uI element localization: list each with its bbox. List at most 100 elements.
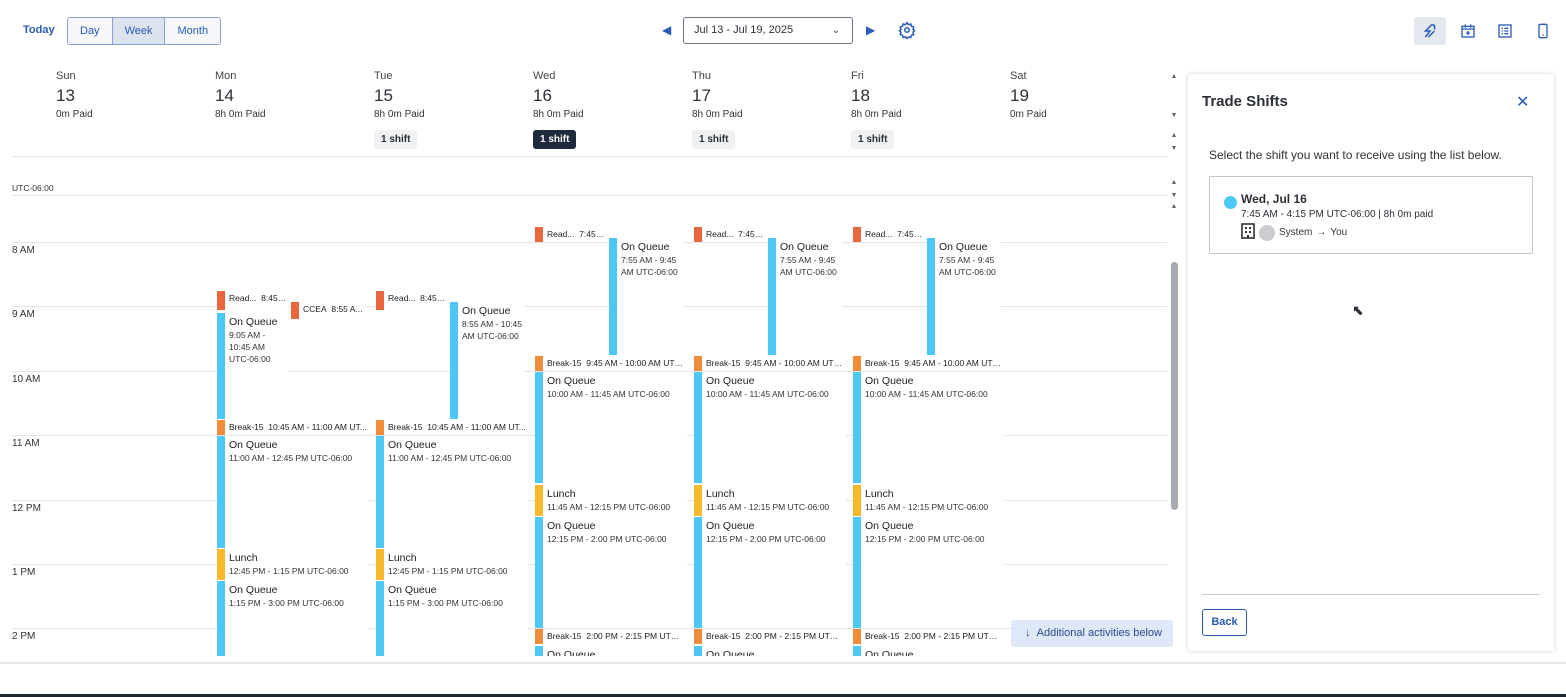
activity-ccea[interactable]: CCEA 8:55 A... bbox=[291, 302, 365, 320]
activity-queue[interactable]: On Queue 8:55 AM - 10:45 AM UTC-06:00 bbox=[450, 302, 524, 420]
hour-label: 2 PM bbox=[12, 631, 36, 643]
activity-color-bar bbox=[376, 581, 384, 656]
activity-queue[interactable]: On Queue 12:15 PM - 2:00 PM UTC-06:00 bbox=[535, 516, 687, 629]
day-header-fri: Fri 18 8h 0m Paid 1 shift bbox=[851, 70, 1001, 149]
activity-queue[interactable]: On Queue 1:15 PM - 3:00 PM UTC-06:00 bbox=[376, 581, 528, 656]
activity-break[interactable]: Break-15 2:00 PM - 2:15 PM UTC-... bbox=[694, 629, 846, 645]
activity-lunch[interactable]: Lunch 12:45 PM - 1:15 PM UTC-06:00 bbox=[217, 548, 369, 581]
scroll-up-arrow[interactable]: ▲ bbox=[1170, 132, 1178, 139]
activity-name: On Queue bbox=[865, 374, 914, 387]
activity-read[interactable]: Read... 7:45 A... bbox=[694, 226, 766, 242]
day-header-sat: Sat 19 0m Paid bbox=[1010, 70, 1160, 120]
activity-break[interactable]: Break-15 9:45 AM - 10:00 AM UTC... bbox=[853, 355, 1005, 371]
activity-lunch[interactable]: Lunch 11:45 AM - 12:15 PM UTC-06:00 bbox=[853, 484, 1005, 516]
activity-label: On Queue 7:55 AM - 9:45 AM UTC-06:00 bbox=[939, 241, 999, 355]
activity-label: Lunch 11:45 AM - 12:15 PM UTC-06:00 bbox=[865, 488, 1003, 516]
trade-to: You bbox=[1330, 227, 1348, 238]
activity-lunch[interactable]: Lunch 12:45 PM - 1:15 PM UTC-06:00 bbox=[376, 548, 528, 581]
calendar-add-icon[interactable] bbox=[1452, 17, 1484, 45]
scrollbar-thumb[interactable] bbox=[1171, 262, 1178, 510]
activity-queue[interactable]: On Queue 7:55 AM - 9:45 AM UTC-06:00 bbox=[609, 237, 683, 355]
schedule-grid: 8 AM 9 AM 10 AM 11 AM 12 PM 1 PM 2 PM Read... 8… bbox=[12, 196, 1167, 656]
day-date: 13 bbox=[56, 86, 75, 105]
activity-time: 11:45 AM - 12:15 PM UTC-06:00 bbox=[865, 501, 989, 512]
activity-break[interactable]: Break-15 9:45 AM - 10:00 AM UTC... bbox=[694, 355, 846, 371]
hour-label: 12 PM bbox=[12, 502, 41, 514]
scroll-down-arrow[interactable]: ▼ bbox=[1170, 145, 1178, 152]
scroll-up-arrow[interactable]: ▲ bbox=[1170, 179, 1178, 186]
activity-queue[interactable]: On Queue 1:15 PM - 3:00 PM UTC-06:00 bbox=[217, 581, 369, 656]
divider bbox=[1202, 594, 1540, 595]
scroll-down-arrow[interactable]: ▼ bbox=[1170, 112, 1178, 119]
activity-break[interactable]: Break-15 9:45 AM - 10:00 AM UTC... bbox=[535, 355, 687, 371]
activity-break[interactable]: Break-15 2:00 PM - 2:15 PM UTC-... bbox=[535, 629, 687, 645]
activity-queue[interactable]: On Queue 9:05 AM - 10:45 AM UTC-06:00 bbox=[217, 312, 289, 420]
additional-activities-button[interactable]: ↓ Additional activities below bbox=[1011, 620, 1173, 647]
mobile-icon[interactable] bbox=[1527, 17, 1559, 45]
activity-name: Lunch bbox=[388, 551, 417, 564]
day-header-wed: Wed 16 8h 0m Paid 1 shift bbox=[533, 70, 683, 149]
activity-lunch[interactable]: Lunch 11:45 AM - 12:15 PM UTC-06:00 bbox=[535, 484, 687, 516]
activity-queue[interactable]: On Queue 11:00 AM - 12:45 PM UTC-06:00 bbox=[376, 436, 528, 548]
activity-label: On Queue 7:55 AM - 9:45 AM UTC-06:00 bbox=[621, 241, 681, 355]
back-button[interactable]: Back bbox=[1202, 609, 1247, 636]
date-range-select[interactable]: Jul 13 - Jul 19, 2025 ⌄ bbox=[683, 17, 853, 44]
activity-queue[interactable]: On Queue 10:00 AM - 11:45 AM UTC-06:00 bbox=[694, 371, 846, 484]
activity-read[interactable]: Read... 7:45 A... bbox=[535, 226, 607, 242]
hour-line bbox=[12, 306, 1167, 308]
today-button[interactable]: Today bbox=[23, 24, 55, 36]
activity-break[interactable]: Break-15 10:45 AM - 11:00 AM UT... bbox=[217, 420, 369, 436]
activity-queue[interactable]: On Queue 12:15 PM - 2:00 PM UTC-06:00 bbox=[853, 516, 1005, 629]
scroll-up-arrow[interactable]: ▲ bbox=[1170, 73, 1178, 80]
day-date: 19 bbox=[1010, 86, 1029, 105]
activity-color-bar bbox=[217, 291, 225, 310]
activity-label: Lunch 11:45 AM - 12:15 PM UTC-06:00 bbox=[706, 488, 844, 516]
day-header-tue: Tue 15 8h 0m Paid 1 shift bbox=[374, 70, 524, 149]
activity-queue[interactable]: On Queue 7:55 AM - 9:45 AM UTC-06:00 bbox=[768, 237, 842, 355]
mouse-cursor: ⬉ bbox=[1352, 302, 1364, 318]
shift-badge[interactable]: 1 shift bbox=[533, 130, 577, 149]
view-month-button[interactable]: Month bbox=[165, 18, 221, 44]
activity-read[interactable]: Read... 7:45 A... bbox=[853, 226, 925, 242]
activity-name: On Queue bbox=[939, 240, 988, 253]
activity-name: On Queue bbox=[547, 374, 596, 387]
caret-right-icon[interactable]: ▶ bbox=[866, 23, 876, 37]
activity-color-bar bbox=[376, 291, 384, 310]
scroll-down-arrow[interactable]: ▼ bbox=[1170, 192, 1178, 199]
activity-label: Break-15 10:45 AM - 11:00 AM UT... bbox=[388, 422, 526, 433]
avatar bbox=[1259, 224, 1275, 241]
shift-badge[interactable]: 1 shift bbox=[851, 130, 895, 149]
shift-badge[interactable]: 1 shift bbox=[692, 130, 736, 149]
day-paid: 8h 0m Paid bbox=[215, 109, 266, 120]
shift-card[interactable]: Wed, Jul 16 7:45 AM - 4:15 PM UTC-06:00 … bbox=[1209, 176, 1533, 254]
activity-queue[interactable]: On Queue 12:15 PM - 2:00 PM UTC-06:00 bbox=[694, 516, 846, 629]
activity-queue[interactable]: On Queue 7:55 AM - 9:45 AM UTC-06:00 bbox=[927, 237, 1001, 355]
activity-color-bar bbox=[376, 436, 384, 548]
activity-queue[interactable]: On Queue bbox=[853, 645, 1005, 656]
activity-queue[interactable]: On Queue 10:00 AM - 11:45 AM UTC-06:00 bbox=[535, 371, 687, 484]
list-view-icon[interactable] bbox=[1489, 17, 1521, 45]
shift-badge[interactable]: 1 shift bbox=[374, 130, 418, 149]
close-icon[interactable]: ✕ bbox=[1516, 94, 1530, 111]
view-week-button[interactable]: Week bbox=[112, 18, 166, 44]
activity-read[interactable]: Read... 8:45 A... bbox=[376, 291, 448, 310]
activity-color-bar bbox=[376, 420, 384, 436]
activity-queue[interactable]: On Queue bbox=[535, 645, 687, 657]
activity-read[interactable]: Read... 8:45 A... bbox=[217, 291, 289, 310]
activity-name: On Queue bbox=[780, 240, 829, 253]
activity-queue[interactable]: On Queue 11:00 AM - 12:45 PM UTC-06:00 bbox=[217, 436, 369, 548]
activity-label: Lunch 12:45 PM - 1:15 PM UTC-06:00 bbox=[388, 552, 526, 580]
activity-color-bar bbox=[535, 371, 543, 484]
view-day-button[interactable]: Day bbox=[68, 18, 113, 44]
activity-break[interactable]: Break-15 2:00 PM - 2:15 PM UTC-... bbox=[853, 629, 1005, 645]
shift-color-dot bbox=[1224, 196, 1237, 209]
scroll-up-arrow[interactable]: ▲ bbox=[1170, 203, 1178, 210]
trade-shifts-icon[interactable] bbox=[1414, 17, 1446, 45]
gear-icon[interactable] bbox=[898, 21, 916, 44]
activity-queue[interactable]: On Queue 10:00 AM - 11:45 AM UTC-06:00 bbox=[853, 371, 1005, 484]
caret-left-icon[interactable]: ◀ bbox=[662, 23, 672, 37]
activity-label: On Queue bbox=[547, 649, 685, 657]
activity-queue[interactable]: On Queue bbox=[694, 645, 846, 656]
activity-break[interactable]: Break-15 10:45 AM - 11:00 AM UT... bbox=[376, 420, 528, 436]
activity-lunch[interactable]: Lunch 11:45 AM - 12:15 PM UTC-06:00 bbox=[694, 484, 846, 516]
